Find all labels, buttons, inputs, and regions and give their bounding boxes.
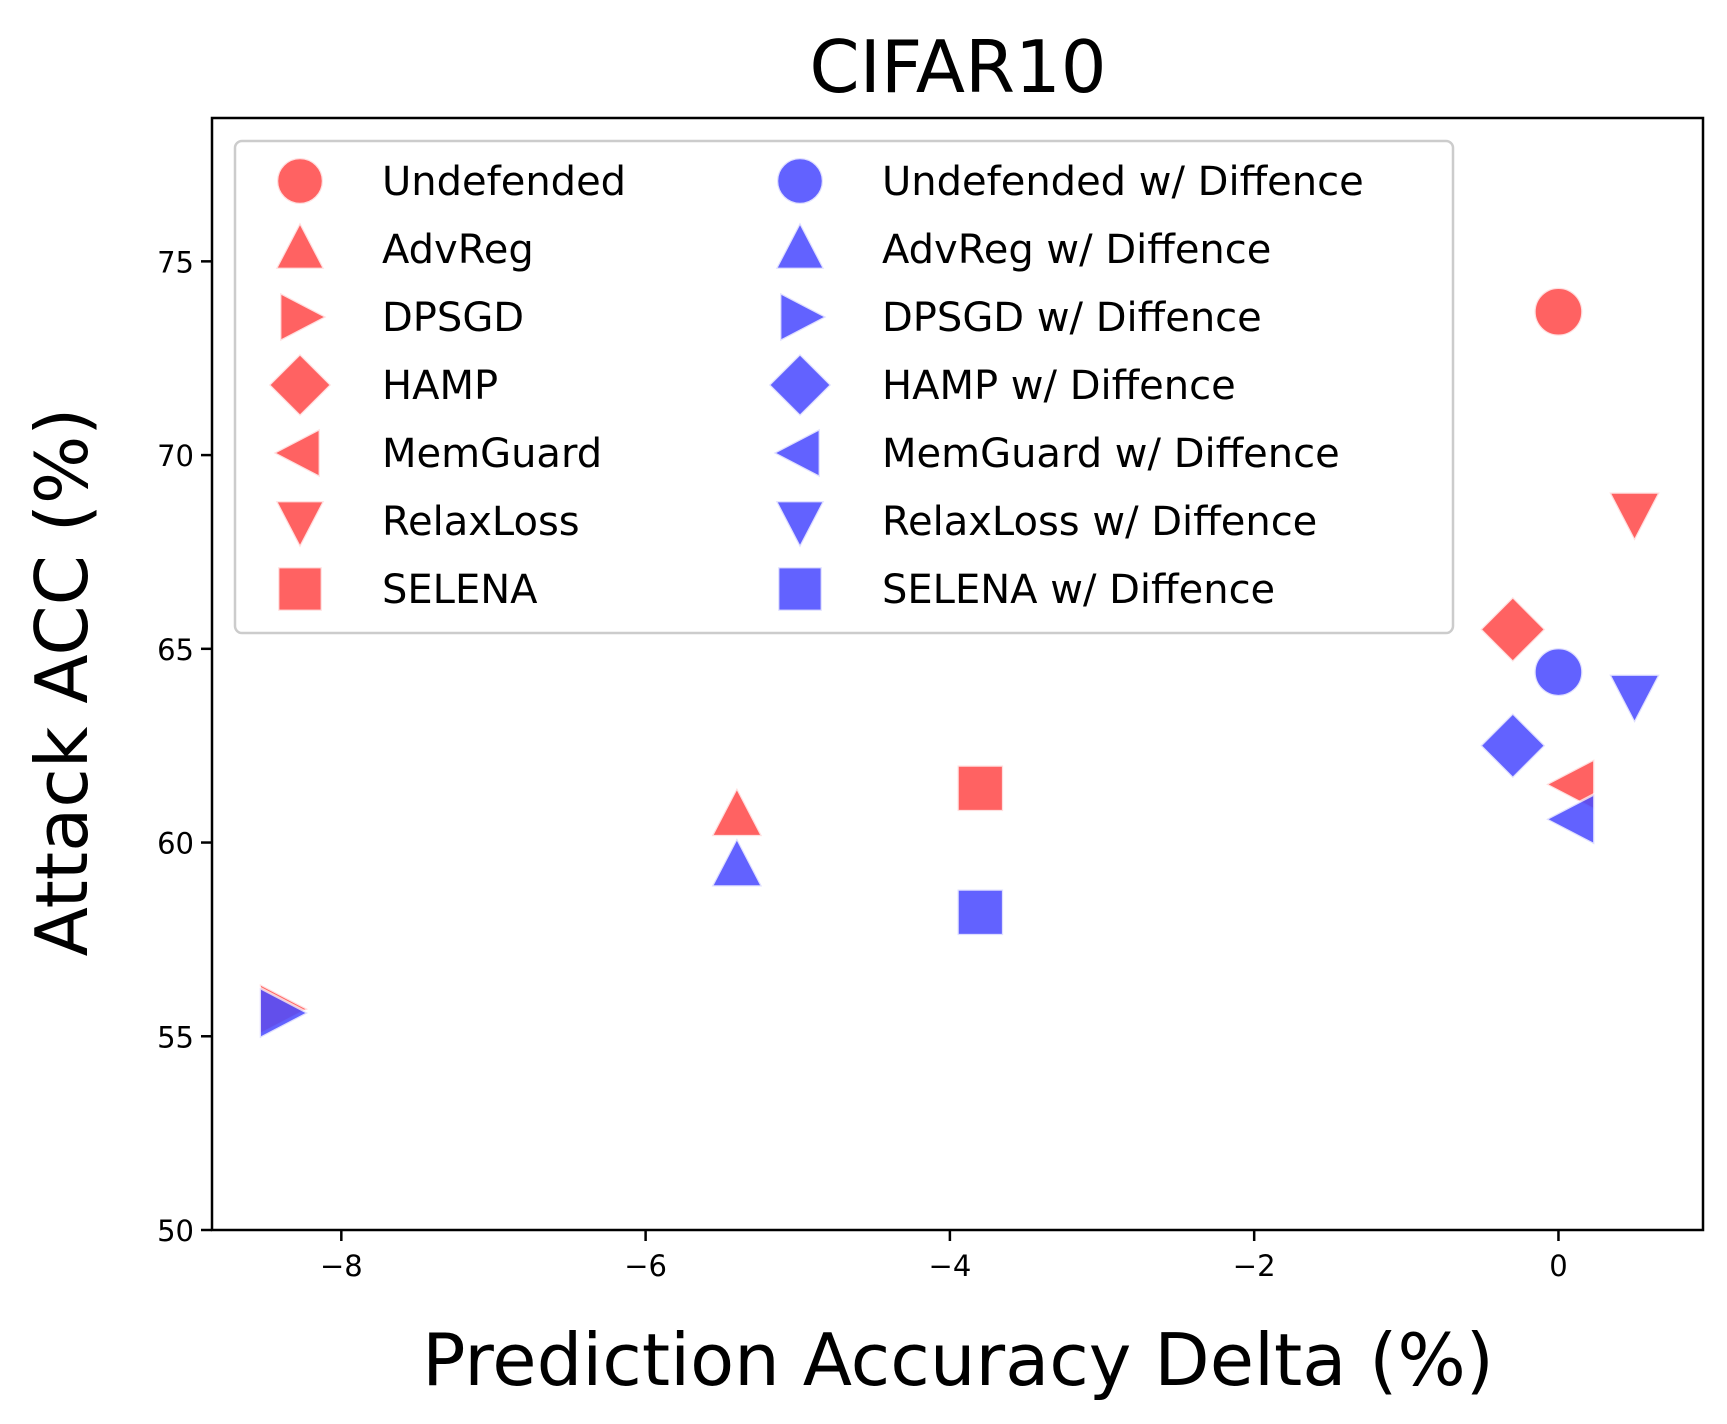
legend-label: SELENA w/ Diffence: [882, 567, 1275, 613]
legend: Undefended AdvReg DPSGD HAMP MemGuard RelaxLo…: [233, 139, 1455, 635]
data-point: [1533, 286, 1584, 337]
legend-label: HAMP: [382, 363, 498, 409]
x-tick-label: −8: [320, 1249, 363, 1283]
legend-entry: Undefended w/ Diffence: [775, 156, 1364, 206]
data-point: [1478, 595, 1547, 664]
legend-label: DPSGD: [382, 295, 524, 341]
legend-marker: [776, 565, 824, 613]
chart-title: CIFAR10: [809, 25, 1106, 109]
y-tick-label: 75: [157, 245, 194, 279]
legend-marker: [767, 352, 833, 418]
x-tick-label: 0: [1549, 1249, 1567, 1283]
data-markers: [258, 286, 1662, 1041]
data-point: [1607, 491, 1662, 544]
y-tick-label: 70: [157, 439, 194, 473]
data-point: [1478, 711, 1547, 780]
x-tick-label: −2: [1233, 1249, 1276, 1283]
legend-entry: AdvReg: [273, 219, 534, 273]
legend-marker: [270, 426, 322, 480]
legend-entry: MemGuard w/ Diffence: [770, 426, 1340, 480]
legend-marker: [775, 156, 825, 206]
legend-label: MemGuard: [382, 431, 602, 477]
legend-entry: SELENA: [276, 565, 538, 613]
legend-marker: [278, 290, 330, 344]
legend-marker: [275, 156, 325, 206]
data-point: [956, 888, 1005, 937]
y-tick-label: 55: [157, 1020, 194, 1054]
legend-marker: [778, 290, 830, 344]
y-tick-label: 50: [157, 1214, 194, 1248]
legend-marker: [273, 219, 327, 271]
legend-marker: [773, 499, 827, 551]
legend-label: MemGuard w/ Diffence: [882, 431, 1340, 477]
legend-label: RelaxLoss w/ Diffence: [882, 499, 1317, 545]
data-point: [709, 835, 765, 888]
y-axis-title: Attack ACC (%): [20, 408, 104, 957]
legend-entry: Undefended: [275, 156, 626, 206]
legend-entry: AdvReg w/ Diffence: [773, 219, 1271, 273]
y-tick-label: 65: [157, 633, 194, 667]
data-point: [258, 985, 311, 1041]
axes-frame: [210, 116, 1705, 1232]
data-point: [1607, 673, 1662, 726]
legend-entry: RelaxLoss: [273, 499, 580, 551]
legend-label: SELENA: [382, 567, 538, 613]
data-point: [1543, 757, 1596, 812]
legend-marker: [273, 499, 327, 551]
legend-box: [233, 139, 1455, 635]
y-tick-label: 60: [157, 827, 194, 861]
legend-marker: [267, 352, 333, 418]
x-tick-label: −4: [929, 1249, 972, 1283]
legend-label: Undefended: [382, 159, 626, 205]
legend-entry: RelaxLoss w/ Diffence: [773, 499, 1317, 551]
legend-label: DPSGD w/ Diffence: [882, 295, 1262, 341]
legend-label: AdvReg w/ Diffence: [882, 227, 1271, 273]
data-point: [1543, 792, 1596, 847]
legend-entry: MemGuard: [270, 426, 602, 480]
legend-label: Undefended w/ Diffence: [882, 159, 1364, 205]
legend-entry: SELENA w/ Diffence: [776, 565, 1275, 613]
legend-label: HAMP w/ Diffence: [882, 363, 1236, 409]
legend-entry: DPSGD: [278, 290, 524, 344]
legend-marker: [773, 219, 827, 271]
legend-marker: [770, 426, 822, 480]
legend-label: RelaxLoss: [382, 499, 580, 545]
legend-entry: DPSGD w/ Diffence: [778, 290, 1262, 344]
x-axis-title: Prediction Accuracy Delta (%): [422, 1318, 1494, 1402]
axes: −8 −6 −4 −2 0 50 55 60 65 70 75: [157, 116, 1705, 1283]
legend-entry: HAMP: [267, 352, 498, 418]
legend-marker: [276, 565, 324, 613]
data-point: [956, 764, 1005, 813]
legend-label: AdvReg: [382, 227, 534, 273]
data-point: [1533, 646, 1584, 698]
legend-entry: HAMP w/ Diffence: [767, 352, 1236, 418]
x-tick-label: −6: [624, 1249, 667, 1283]
